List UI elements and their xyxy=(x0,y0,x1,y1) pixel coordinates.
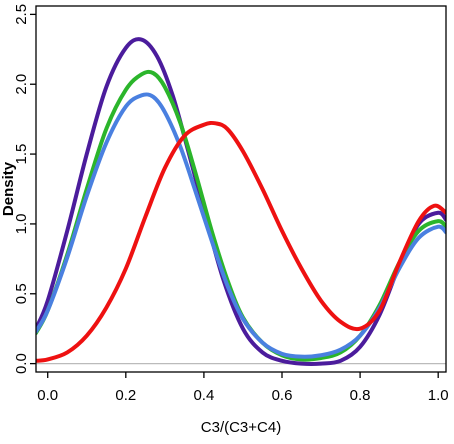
x-tick-label: 1.0 xyxy=(428,387,449,404)
y-axis: 0.0 0.5 1.0 1.5 2.0 2.5 xyxy=(13,4,36,374)
x-axis: 0.0 0.2 0.4 0.6 0.8 1.0 xyxy=(37,372,449,404)
x-tick-label: 0.0 xyxy=(37,387,58,404)
density-line-3 xyxy=(36,92,446,359)
y-tick-label: 1.5 xyxy=(13,144,30,165)
y-tick-label: 0.0 xyxy=(13,353,30,374)
x-tick-label: 0.4 xyxy=(193,387,214,404)
x-tick-label: 0.2 xyxy=(115,387,136,404)
density-line-4 xyxy=(36,120,446,363)
y-tick-label: 2.5 xyxy=(13,4,30,25)
x-tick-label: 0.8 xyxy=(350,387,371,404)
series-layer xyxy=(36,37,446,366)
y-axis-title: Density xyxy=(0,161,17,216)
y-tick-label: 0.5 xyxy=(13,283,30,304)
density-line-1 xyxy=(36,37,446,366)
y-tick-label: 2.0 xyxy=(13,74,30,95)
x-tick-label: 0.6 xyxy=(272,387,293,404)
y-tick-label: 1.0 xyxy=(13,213,30,234)
plot-frame xyxy=(35,5,447,373)
x-axis-title: C3/(C3+C4) xyxy=(201,419,281,436)
